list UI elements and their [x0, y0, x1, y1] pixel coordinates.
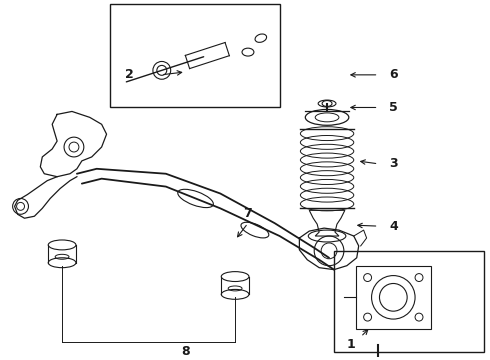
Text: 5: 5 — [389, 101, 398, 114]
Text: 3: 3 — [389, 157, 397, 170]
Text: 6: 6 — [389, 68, 397, 81]
Bar — [356, 266, 431, 329]
Text: 4: 4 — [389, 220, 398, 233]
Text: 7: 7 — [244, 207, 252, 220]
Text: 1: 1 — [346, 338, 355, 351]
Text: 2: 2 — [125, 68, 134, 81]
Bar — [110, 4, 280, 108]
Bar — [334, 251, 484, 352]
Text: 8: 8 — [181, 345, 190, 358]
Bar — [373, 359, 384, 360]
